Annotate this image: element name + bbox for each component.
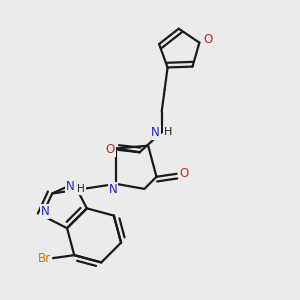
- Text: N: N: [109, 183, 118, 196]
- Text: H: H: [77, 184, 85, 194]
- Text: O: O: [106, 143, 115, 156]
- Text: N: N: [151, 126, 160, 139]
- Text: Br: Br: [38, 252, 51, 265]
- Text: O: O: [204, 33, 213, 46]
- Text: H: H: [164, 127, 172, 137]
- Text: N: N: [41, 206, 50, 218]
- Text: O: O: [179, 167, 189, 180]
- Text: N: N: [66, 181, 75, 194]
